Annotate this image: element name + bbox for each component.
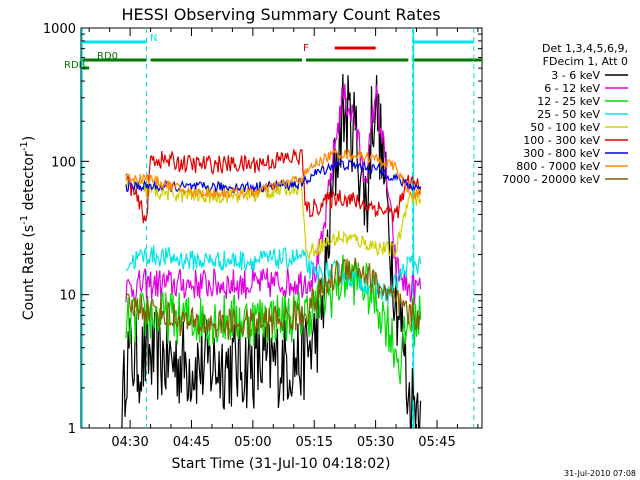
legend-label-1: 6 - 12 keV xyxy=(544,82,600,95)
y-axis-label-sup2: -1 xyxy=(19,141,30,151)
x-tick-label-1: 04:45 xyxy=(173,435,210,450)
legend-label-7: 800 - 7000 keV xyxy=(516,160,600,173)
x-tick-label-3: 05:15 xyxy=(296,435,333,450)
legend-label-3: 25 - 50 keV xyxy=(537,108,600,121)
y-axis-label-tail: detector xyxy=(21,151,37,215)
flag-rdb-label: RDB xyxy=(64,60,86,71)
flag-f-label: F xyxy=(303,43,309,54)
series-line-1 xyxy=(125,83,422,305)
timestamp: 31-Jul-2010 07:08 xyxy=(564,469,636,478)
x-tick-label-2: 05:00 xyxy=(234,435,271,450)
legend-label-8: 7000 - 20000 keV xyxy=(502,173,600,186)
legend-header-1: FDecim 1, Att 0 xyxy=(543,55,628,68)
x-tick-label-5: 05:45 xyxy=(418,435,455,450)
plot-area xyxy=(80,27,483,429)
chart-title: HESSI Observing Summary Count Rates xyxy=(121,5,440,24)
y-tick-label-1: 10 xyxy=(59,289,76,304)
y-axis-label: Count Rate (s-1 detector-1) xyxy=(19,136,37,320)
legend-label-4: 50 - 100 keV xyxy=(530,121,600,134)
flag-rd0-label: RD0 xyxy=(97,51,118,62)
series-line-7 xyxy=(125,147,422,200)
legend-label-6: 300 - 800 keV xyxy=(523,147,600,160)
series-line-8 xyxy=(125,257,422,341)
flag-layer: N RD0 RDB F xyxy=(64,28,482,428)
legend-label-2: 12 - 25 keV xyxy=(537,95,600,108)
flag-n-label: N xyxy=(150,33,157,44)
series-layer xyxy=(121,73,422,429)
y-tick-label-0: 1 xyxy=(68,422,76,437)
y-tick-label-3: 1000 xyxy=(43,22,76,37)
series-line-4 xyxy=(125,173,422,260)
legend-header-0: Det 1,3,4,5,6,9, xyxy=(542,42,628,55)
axes-layer: 04:30 04:45 05:00 05:15 05:30 05:45 1 10 100 1000 xyxy=(43,22,482,450)
legend-label-0: 3 - 6 keV xyxy=(551,69,600,82)
y-axis-label-main: Count Rate (s xyxy=(21,225,37,320)
series-line-5 xyxy=(125,148,422,224)
x-tick-label-0: 04:30 xyxy=(111,435,148,450)
y-axis-label-sup: -1 xyxy=(19,215,30,225)
legend: Det 1,3,4,5,6,9,FDecim 1, Att 03 - 6 keV… xyxy=(502,42,628,186)
series-line-0 xyxy=(121,73,422,429)
y-tick-label-2: 100 xyxy=(51,155,76,170)
x-tick-label-4: 05:30 xyxy=(357,435,394,450)
legend-label-5: 100 - 300 keV xyxy=(523,134,600,147)
y-axis-label-end: ) xyxy=(21,136,37,141)
x-axis-label: Start Time (31-Jul-10 04:18:02) xyxy=(171,456,390,472)
